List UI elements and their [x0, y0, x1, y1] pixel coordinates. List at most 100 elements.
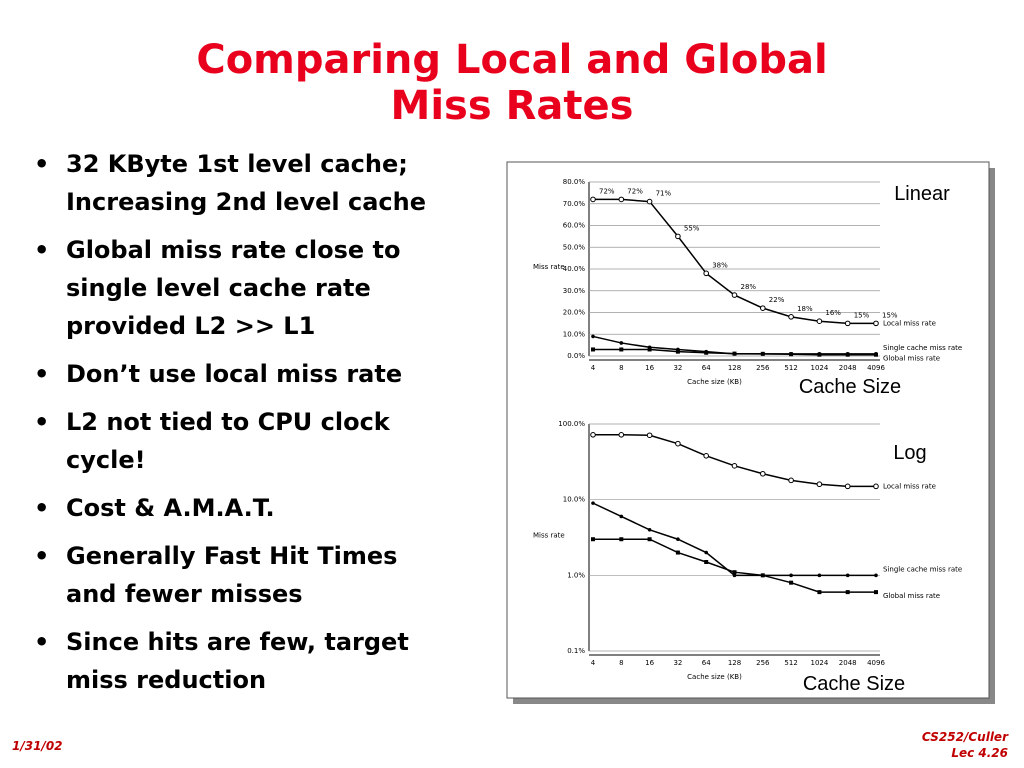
value-label: 72% — [599, 187, 615, 195]
value-label: 28% — [741, 283, 757, 291]
point — [704, 550, 708, 555]
x-tick-label: 8 — [619, 659, 623, 667]
y-tick-label: 100.0% — [558, 420, 585, 428]
point — [591, 334, 595, 339]
y-tick-label: 70.0% — [563, 200, 586, 208]
point — [760, 351, 765, 356]
x-tick-label: 4 — [591, 364, 596, 372]
footer-course: CS252/Culler — [922, 730, 1009, 744]
point — [788, 477, 794, 484]
value-label: 16% — [825, 309, 841, 317]
value-label: 71% — [656, 190, 672, 198]
y-tick-label: 40.0% — [563, 265, 586, 273]
bullet-text: Global miss rate close to — [66, 236, 401, 264]
point — [703, 452, 710, 459]
legend-entry: Local miss rate — [883, 319, 936, 327]
bullet-text: Generally Fast Hit Times — [66, 542, 397, 570]
x-tick-label: 2048 — [839, 364, 857, 372]
point — [817, 573, 822, 578]
bullet-text: Cost & A.M.A.T. — [66, 494, 275, 522]
point — [646, 432, 653, 439]
y-tick-label: 0.0% — [567, 352, 585, 360]
y-axis-label: Miss rate — [533, 532, 565, 540]
y-tick-label: 30.0% — [563, 287, 586, 295]
slide-title: Miss Rates — [391, 83, 634, 129]
x-tick-label: 128 — [728, 364, 741, 372]
point — [619, 537, 624, 542]
point — [817, 590, 822, 595]
value-label: 38% — [712, 261, 728, 269]
value-label: 15% — [854, 311, 870, 319]
value-label: 55% — [684, 224, 700, 232]
point — [704, 350, 709, 355]
point — [816, 481, 823, 488]
annotation: Cache Size — [799, 376, 901, 398]
x-tick-label: 2048 — [839, 659, 857, 667]
point — [676, 537, 680, 542]
point — [732, 573, 737, 578]
x-tick-label: 512 — [784, 659, 797, 667]
point — [675, 550, 680, 555]
point — [874, 573, 878, 578]
point — [647, 527, 652, 532]
bullet-marker: • — [34, 542, 49, 570]
value-label: 72% — [627, 187, 643, 195]
point — [760, 470, 766, 477]
point — [619, 341, 624, 345]
x-tick-label: 256 — [756, 364, 770, 372]
point — [874, 352, 878, 357]
point — [732, 351, 737, 356]
bullet-text: miss reduction — [66, 666, 266, 694]
bullet-text: L2 not tied to CPU clock — [66, 408, 391, 436]
y-axis-label: Miss rate — [533, 263, 565, 271]
y-tick-label: 80.0% — [563, 178, 586, 186]
point — [873, 483, 879, 490]
footer-lecture: Lec 4.26 — [951, 746, 1008, 760]
point — [675, 233, 681, 240]
point — [675, 440, 681, 447]
annotation: Cache Size — [803, 673, 905, 695]
bullet-text: single level cache rate — [66, 274, 371, 302]
bullet-marker: • — [34, 360, 49, 388]
x-axis-label: Cache size (KB) — [687, 673, 742, 681]
point — [647, 347, 652, 352]
point — [675, 349, 680, 354]
x-tick-label: 32 — [673, 364, 682, 372]
legend-entry: Global miss rate — [883, 592, 940, 600]
bullet-marker: • — [34, 628, 49, 656]
point — [647, 537, 652, 542]
x-tick-label: 32 — [673, 659, 682, 667]
point — [591, 347, 595, 352]
y-tick-label: 1.0% — [567, 571, 585, 579]
point — [844, 320, 851, 327]
x-tick-label: 128 — [728, 659, 741, 667]
legend-entry: Single cache miss rate — [883, 344, 962, 352]
value-label: 15% — [882, 311, 898, 319]
x-tick-label: 4096 — [867, 659, 885, 667]
point — [619, 347, 624, 352]
x-tick-label: 1024 — [810, 659, 828, 667]
value-label: 18% — [797, 305, 813, 313]
slide-title: Comparing Local and Global — [196, 37, 827, 83]
point — [731, 292, 738, 298]
y-tick-label: 20.0% — [563, 309, 586, 317]
point — [618, 196, 625, 203]
legend-entry: Single cache miss rate — [883, 565, 962, 573]
x-tick-label: 64 — [702, 364, 711, 372]
point — [845, 590, 850, 595]
legend-entry: Global miss rate — [883, 355, 940, 363]
point — [591, 537, 595, 542]
y-tick-label: 0.1% — [567, 647, 585, 655]
bullet-text: 32 KByte 1st level cache; — [66, 150, 408, 178]
point — [789, 573, 793, 578]
point — [788, 314, 794, 320]
x-axis-label: Cache size (KB) — [687, 378, 742, 386]
point — [845, 352, 850, 357]
figure-frame — [506, 161, 990, 699]
x-tick-label: 16 — [645, 659, 654, 667]
x-tick-label: 256 — [756, 659, 770, 667]
bullet-text: Don’t use local miss rate — [66, 360, 402, 388]
point — [760, 573, 765, 578]
y-tick-label: 60.0% — [563, 222, 586, 230]
